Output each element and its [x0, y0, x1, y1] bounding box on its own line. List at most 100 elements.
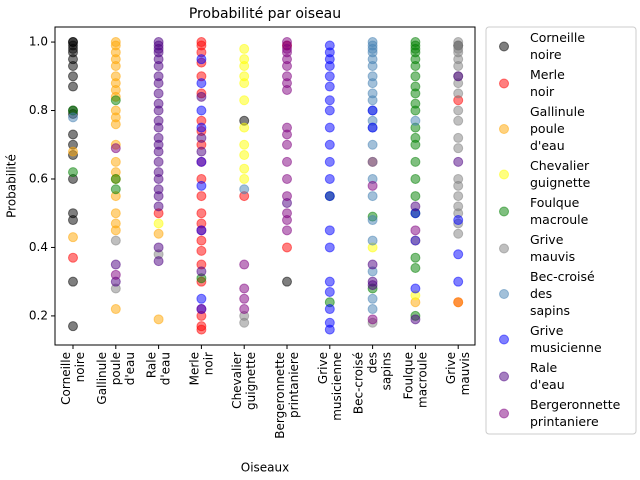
point	[324, 95, 335, 106]
point	[282, 156, 292, 167]
point	[153, 122, 164, 133]
point	[453, 143, 464, 154]
x-tick-label: Gallinulepouled'eau	[94, 352, 136, 405]
point	[282, 242, 292, 253]
point	[110, 184, 121, 195]
point	[453, 71, 464, 82]
point	[367, 235, 378, 246]
point	[239, 317, 250, 328]
point	[196, 105, 207, 116]
point	[324, 276, 335, 287]
legend-label: Bergeronnette printaniere	[530, 397, 621, 429]
point	[324, 242, 335, 253]
point	[453, 61, 464, 72]
plot-area	[68, 37, 464, 335]
point	[153, 78, 164, 89]
legend-marker	[499, 41, 509, 52]
point	[410, 235, 421, 246]
point	[324, 122, 335, 133]
point	[324, 304, 335, 315]
x-tick-label: Corneillenoire	[59, 352, 87, 405]
point	[282, 139, 292, 150]
point	[196, 235, 207, 246]
point	[196, 266, 207, 277]
point	[196, 180, 207, 191]
point	[282, 215, 292, 226]
point	[367, 122, 378, 133]
point	[110, 208, 121, 219]
point	[453, 132, 464, 143]
point	[239, 259, 250, 270]
point	[282, 191, 292, 202]
legend-label: Grive mauvis	[530, 232, 575, 264]
point	[282, 276, 292, 287]
point	[153, 201, 164, 212]
point	[282, 61, 292, 72]
point	[196, 54, 207, 65]
point	[68, 232, 78, 243]
point	[153, 105, 164, 116]
x-tick-label: Merlenoir	[187, 352, 215, 385]
x-tick-label: Grivemusicienne	[315, 352, 343, 421]
chart-title: Probabilité par oiseau	[189, 6, 341, 22]
point	[239, 283, 250, 294]
point	[410, 173, 421, 184]
point	[453, 215, 464, 226]
point	[153, 314, 164, 325]
point	[453, 180, 464, 191]
point	[153, 242, 164, 253]
point	[367, 95, 378, 106]
point	[324, 139, 335, 150]
point	[324, 81, 335, 92]
point	[324, 324, 335, 335]
plot-frame	[54, 26, 476, 346]
point	[453, 249, 464, 260]
legend-marker	[499, 334, 509, 345]
point	[153, 156, 164, 167]
point	[196, 324, 207, 335]
point	[153, 61, 164, 72]
y-tick-label: 0.6	[29, 171, 48, 185]
point	[68, 71, 78, 82]
point	[410, 71, 421, 82]
point	[324, 173, 335, 184]
point	[68, 146, 78, 157]
point	[110, 173, 121, 184]
point	[153, 191, 164, 202]
point	[282, 84, 292, 95]
point	[282, 129, 292, 140]
point	[282, 225, 292, 236]
point	[410, 191, 421, 202]
point	[110, 156, 121, 167]
point	[153, 218, 164, 229]
point	[196, 225, 207, 236]
legend-marker	[499, 371, 509, 382]
point	[196, 132, 207, 143]
x-tick-label: Foulquemacroule	[401, 352, 429, 408]
point	[239, 150, 250, 161]
point	[153, 173, 164, 184]
point	[68, 167, 78, 178]
legend-label: Foulque macroule	[530, 195, 589, 227]
point	[110, 225, 121, 236]
point	[196, 304, 207, 315]
point	[153, 228, 164, 239]
point	[239, 139, 250, 150]
y-axis-label: Probabilité	[5, 154, 19, 218]
point	[410, 252, 421, 263]
point	[410, 105, 421, 116]
point	[196, 78, 207, 89]
point	[367, 105, 378, 116]
point	[410, 262, 421, 273]
point	[68, 276, 78, 287]
point	[367, 259, 378, 270]
point	[367, 293, 378, 304]
point	[324, 191, 335, 202]
point	[239, 293, 250, 304]
legend-label: Grive musicienne	[530, 323, 602, 355]
point	[453, 88, 464, 99]
point	[110, 304, 121, 315]
point	[324, 71, 335, 82]
point	[453, 191, 464, 202]
point	[68, 81, 78, 92]
